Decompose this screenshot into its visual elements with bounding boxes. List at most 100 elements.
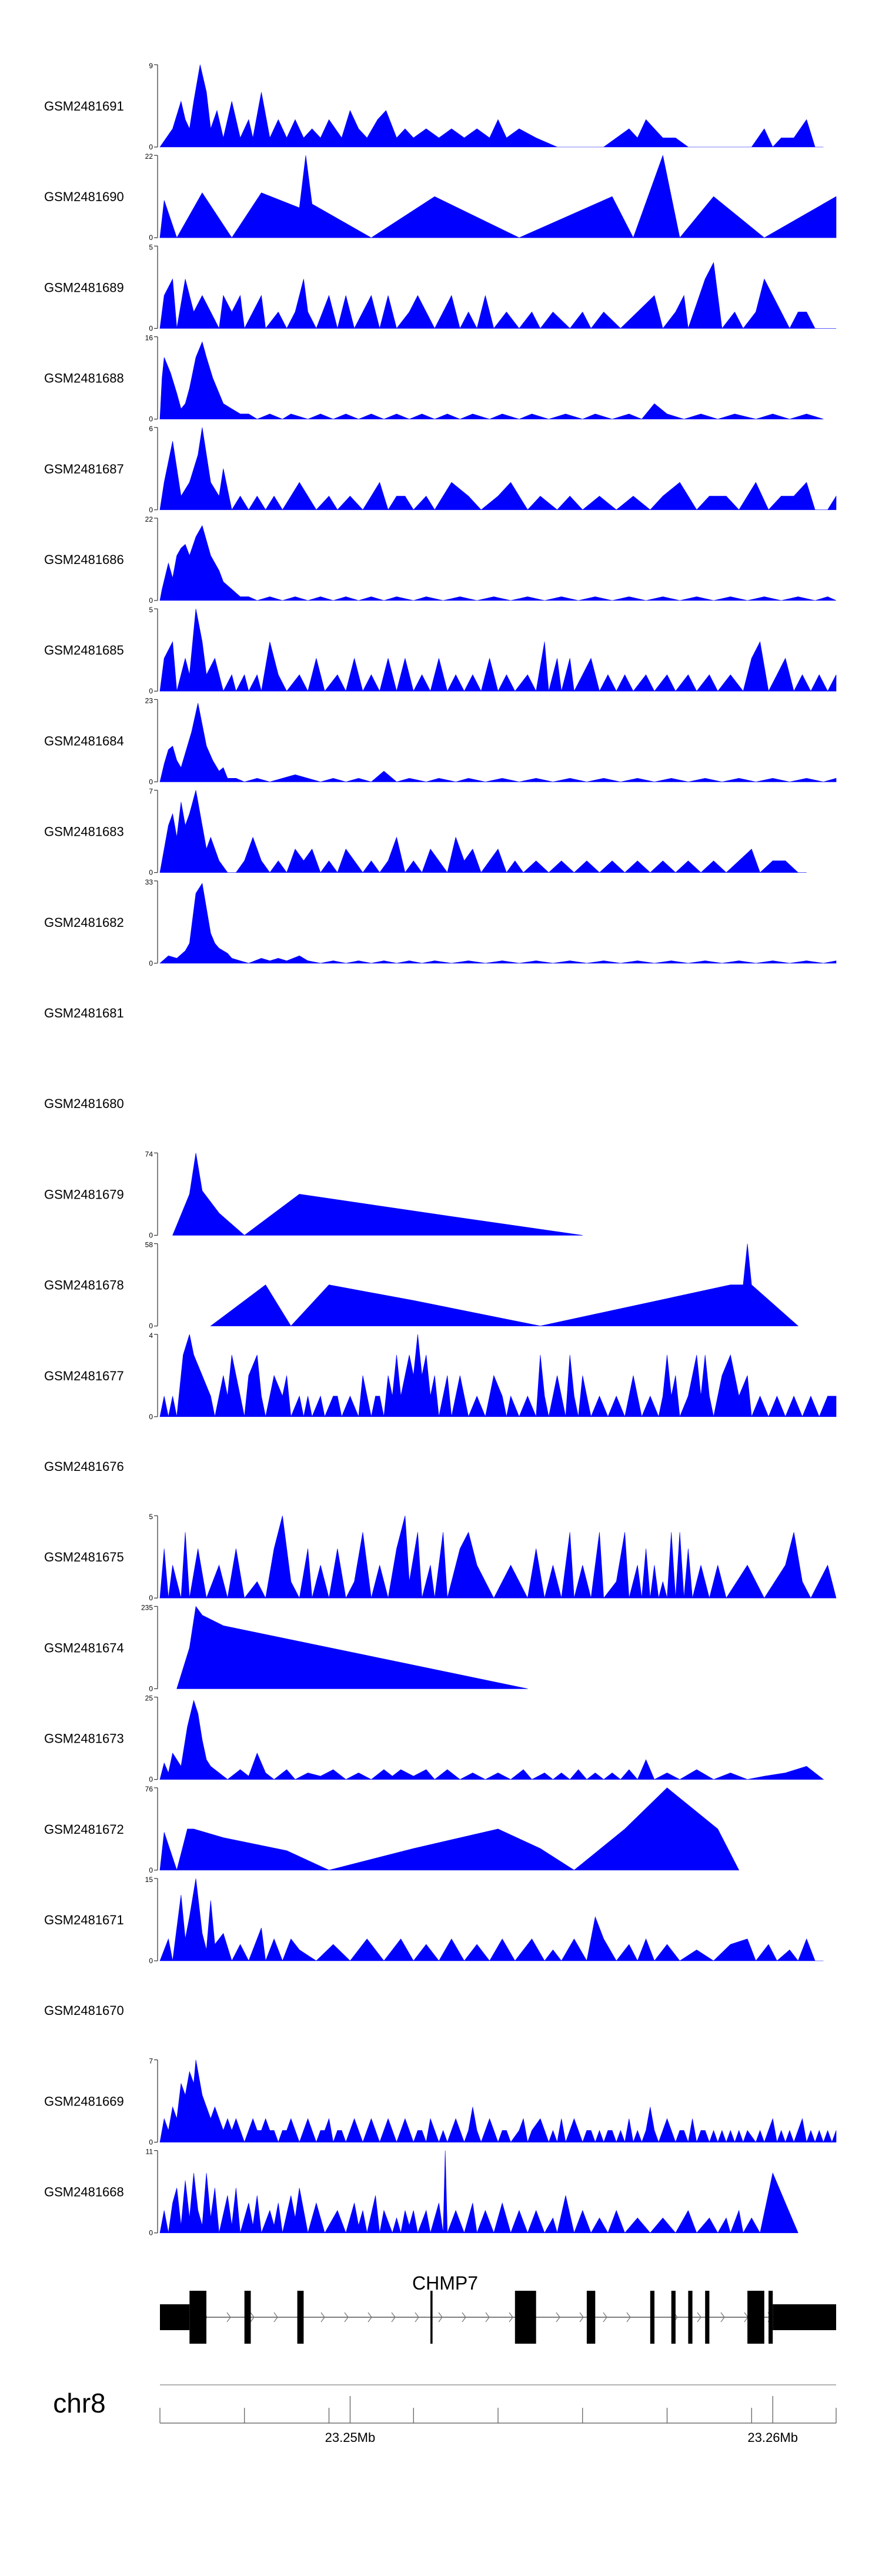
y-tick-label-min: 0	[149, 1866, 153, 1874]
exon-3	[244, 2291, 251, 2344]
y-tick-label-max: 5	[149, 606, 153, 614]
exon-13	[769, 2291, 773, 2344]
track-label: GSM2481687	[44, 462, 124, 476]
strand-arrow	[250, 2312, 255, 2323]
track-label: GSM2481681	[44, 1006, 124, 1020]
exon-12	[747, 2291, 764, 2344]
strand-arrow	[579, 2312, 584, 2323]
strand-arrow	[462, 2312, 466, 2323]
ruler-tick-label: 23.26Mb	[747, 2430, 798, 2445]
y-tick-label-min: 0	[149, 1684, 153, 1693]
exon-8	[650, 2291, 654, 2344]
strand-arrow	[391, 2312, 396, 2323]
strand-arrow	[226, 2312, 231, 2323]
y-tick-label-min: 0	[149, 1413, 153, 1421]
coverage-area-GSM2481689	[159, 262, 836, 329]
y-tick-label-min: 0	[149, 959, 153, 967]
track-label: GSM2481678	[44, 1278, 124, 1293]
track-label: GSM2481684	[44, 733, 124, 748]
track-label: GSM2481683	[44, 825, 124, 839]
coverage-area-GSM2481686	[159, 525, 837, 601]
track-label: GSM2481685	[44, 643, 124, 658]
y-tick-label-max: 16	[145, 334, 153, 342]
coverage-area-GSM2481675	[159, 1516, 837, 1599]
y-tick-label-max: 33	[145, 878, 153, 886]
track-label: GSM2481682	[44, 915, 124, 930]
strand-arrow	[438, 2312, 443, 2323]
coverage-area-GSM2481683	[159, 790, 807, 873]
y-tick-label-min: 0	[149, 1776, 153, 1784]
y-tick-label-max: 76	[145, 1785, 153, 1793]
strand-arrow	[697, 2312, 701, 2323]
track-label: GSM2481673	[44, 1731, 124, 1746]
track-label: GSM2481669	[44, 2094, 124, 2108]
y-tick-label-max: 5	[149, 1513, 153, 1521]
y-tick-label-min: 0	[149, 1957, 153, 1965]
track-label: GSM2481677	[44, 1369, 124, 1383]
strand-arrow	[556, 2312, 560, 2323]
exon-5	[430, 2291, 433, 2344]
y-tick-label-max: 22	[145, 515, 153, 523]
y-tick-label-max: 15	[145, 1876, 153, 1884]
exon-10	[688, 2291, 693, 2344]
y-tick-label-max: 5	[149, 243, 153, 251]
y-tick-label-max: 11	[146, 2148, 153, 2156]
strand-arrow	[368, 2312, 372, 2323]
track-label: GSM2481672	[44, 1822, 124, 1837]
track-label: GSM2481680	[44, 1096, 124, 1111]
coverage-area-GSM2481679	[172, 1153, 583, 1236]
y-tick-label-min: 0	[149, 324, 153, 332]
y-tick-label-max: 7	[149, 788, 153, 796]
track-label: GSM2481676	[44, 1459, 124, 1474]
track-label: GSM2481686	[44, 552, 124, 567]
coverage-area-GSM2481671	[159, 1878, 824, 1961]
coverage-area-GSM2481669	[159, 2060, 837, 2143]
y-tick-label-max: 7	[149, 2057, 153, 2065]
y-tick-label-min: 0	[149, 1322, 153, 1330]
y-tick-label-min: 0	[149, 1594, 153, 1602]
exon-9	[671, 2291, 676, 2344]
coverage-area-GSM2481672	[159, 1787, 740, 1871]
coverage-area-GSM2481691	[159, 64, 824, 148]
y-tick-label-min: 0	[149, 233, 153, 242]
exon-14	[773, 2304, 836, 2330]
chromosome-label: chr8	[53, 2388, 105, 2418]
exon-4	[297, 2291, 304, 2344]
y-tick-label-min: 0	[149, 1231, 153, 1239]
y-tick-label-min: 0	[149, 506, 153, 514]
exon-1	[160, 2304, 190, 2330]
y-tick-label-min: 0	[149, 2138, 153, 2146]
y-tick-label-max: 23	[145, 696, 153, 705]
track-label: GSM2481668	[44, 2185, 124, 2200]
y-tick-label-max: 25	[145, 1694, 153, 1703]
coverage-area-GSM2481677	[159, 1334, 837, 1417]
track-label: GSM2481670	[44, 2003, 124, 2018]
strand-arrow	[320, 2312, 325, 2323]
exon-2	[189, 2291, 206, 2344]
track-label: GSM2481690	[44, 189, 124, 204]
strand-arrow	[415, 2312, 419, 2323]
coverage-area-GSM2481668	[159, 2150, 799, 2234]
strand-arrow	[603, 2312, 607, 2323]
coverage-area-GSM2481678	[210, 1243, 799, 1327]
coverage-area-GSM2481690	[159, 155, 837, 238]
y-tick-label-max: 6	[149, 425, 153, 433]
y-tick-label-min: 0	[149, 869, 153, 877]
track-label: GSM2481688	[44, 371, 124, 386]
strand-arrow	[720, 2312, 725, 2323]
y-tick-label-max: 4	[149, 1332, 153, 1340]
y-tick-label-min: 0	[149, 778, 153, 786]
coverage-area-GSM2481673	[159, 1700, 824, 1780]
coverage-area-GSM2481684	[159, 703, 837, 782]
track-label: GSM2481675	[44, 1550, 124, 1564]
y-tick-label-min: 0	[149, 415, 153, 423]
y-tick-label-max: 9	[149, 62, 153, 70]
track-label: GSM2481671	[44, 1913, 124, 1927]
strand-arrow	[626, 2312, 631, 2323]
coverage-area-GSM2481688	[159, 341, 824, 419]
strand-arrow	[485, 2312, 490, 2323]
gene-name: CHMP7	[412, 2273, 478, 2294]
strand-arrow	[344, 2312, 349, 2323]
